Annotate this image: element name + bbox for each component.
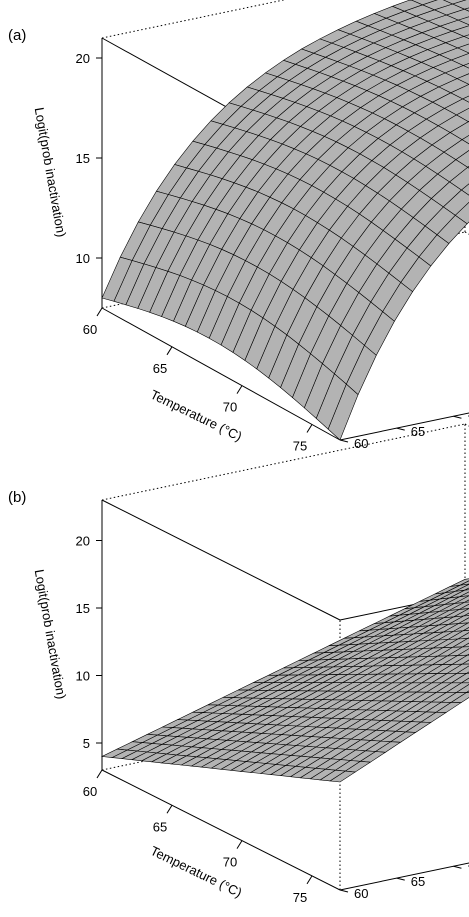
panel-a-x-tick-mark: [166, 346, 173, 356]
panel-a-box-back-bottom-right: [464, 231, 469, 235]
panel-a-z-tick-label: 10: [76, 251, 90, 266]
panel-a-y-tick-mark: [339, 439, 349, 443]
panel-a-y-tick-mark: [453, 415, 462, 419]
panel-a-surface-cell: [461, 95, 469, 103]
panel-b-y-tick-label: 70: [467, 862, 469, 877]
panel-a-x-tick-mark: [96, 307, 103, 317]
panel-a-box-right-bottom: [339, 412, 469, 441]
panel-a-surface-cell: [101, 256, 133, 302]
panel-b-y-tick-mark: [396, 877, 405, 881]
panel-a-y-tick-label: 70: [467, 412, 469, 427]
panel-b-x-tick-mark: [306, 875, 313, 885]
panel-a-y-tick-label: 60: [354, 436, 368, 451]
panel-a-y-tick-mark: [396, 427, 405, 431]
panel-a-y-tick-label: 65: [411, 424, 425, 439]
panel-b-x-tick-mark: [236, 840, 243, 849]
panel-a-x-tick-label: 75: [293, 438, 307, 453]
panel-b-surface-cell: [100, 748, 129, 758]
panel-b-box-back-top-right: [464, 423, 469, 427]
panel-a-x-tick-mark: [236, 385, 243, 394]
panel-b-box-front-bottom: [101, 769, 341, 891]
panel-a-x-tick-label: 60: [83, 322, 97, 337]
panel-b-z-tick-label: 20: [76, 534, 90, 549]
panel-b-box-back-bottom-right: [464, 693, 469, 697]
panel-b-y-tick-label: 65: [411, 874, 425, 889]
panel-b-box-top-front: [101, 499, 341, 621]
panel-a-z-axis-label: Logit(prob inactivation): [32, 106, 70, 238]
panel-a-surface-cell: [463, 7, 469, 12]
panel-b-x-tick-label: 60: [83, 784, 97, 799]
panel-b-y-tick-mark: [339, 889, 349, 893]
panel-a-label: (a): [8, 27, 26, 44]
panel-a-x-axis-label: Temperature (°C): [148, 387, 244, 444]
panel-b-x-tick-label: 70: [223, 855, 237, 870]
panel-b-y-tick-mark: [453, 865, 462, 869]
panel-b-x-tick-mark: [96, 769, 103, 779]
panel-b-x-tick-label: 65: [153, 819, 167, 834]
panel-a-surface-cell: [462, 63, 469, 69]
panel-b-box-right-bottom: [339, 862, 469, 891]
panel-b-y-tick-label: 60: [354, 886, 368, 901]
panel-a-x-tick-mark: [306, 424, 313, 433]
panel-b-z-axis-label: Logit(prob inactivation): [32, 568, 70, 700]
panel-b-box-back-top-left: [101, 423, 466, 501]
panel-a-box-front-bottom: [101, 307, 341, 441]
panel-b-x-axis-label: Temperature (°C): [148, 843, 244, 900]
panel-a-x-tick-label: 65: [153, 361, 167, 376]
panel-b-box-top-right: [339, 592, 469, 621]
panel-b-z-tick-label: 15: [76, 601, 90, 616]
panel-b-surface-cell: [462, 627, 469, 632]
panel-b-z-tick-label: 10: [76, 669, 90, 684]
panel-a-surface-cell: [462, 34, 469, 40]
panel-a-x-tick-label: 70: [223, 400, 237, 415]
panel-b-surface-cell: [463, 612, 469, 617]
panel-a-surface-cell: [461, 134, 469, 145]
panel-b-x-tick-mark: [166, 805, 173, 814]
panel-a-z-tick-label: 15: [76, 151, 90, 166]
panel-a-z-tick-label: 20: [76, 51, 90, 66]
panel-b-label: (b): [8, 489, 26, 506]
panel-a-surface-cell: [460, 183, 469, 196]
panel-b-x-tick-label: 75: [293, 890, 307, 905]
panel-b-z-tick-label: 5: [83, 736, 90, 751]
